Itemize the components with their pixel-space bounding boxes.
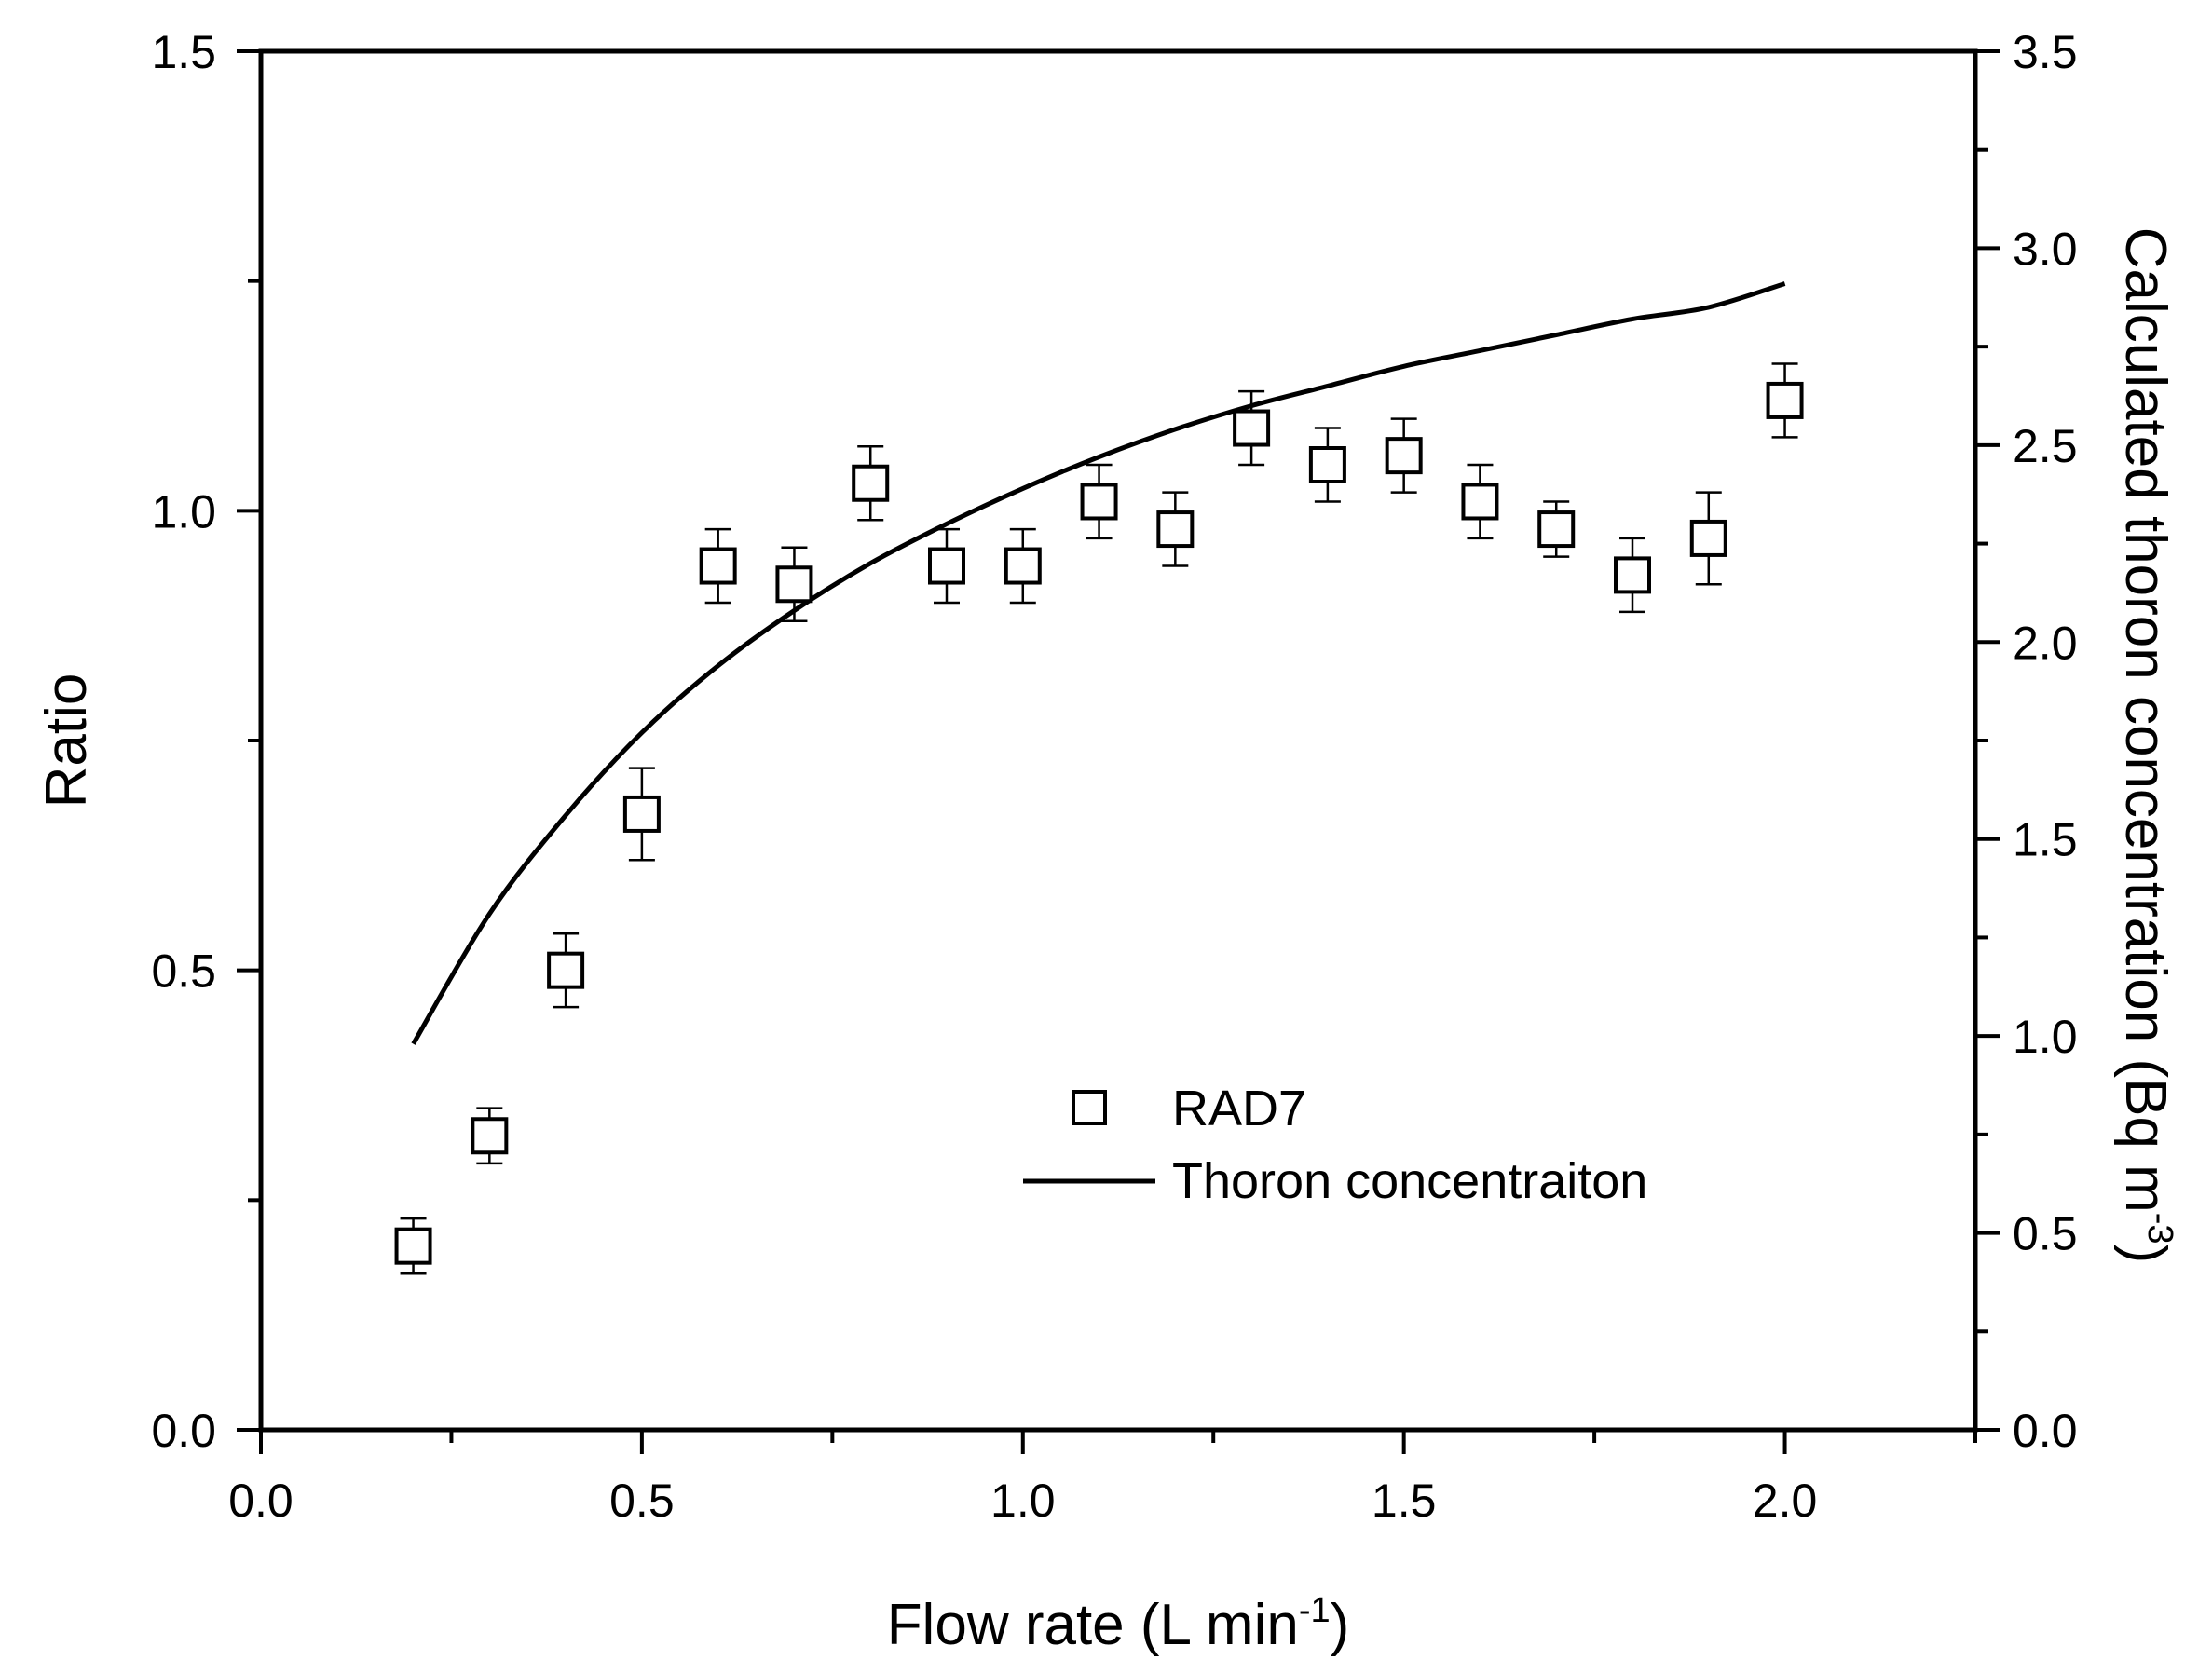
- rad7-point: [547, 932, 585, 1009]
- rad7-point: [1233, 389, 1271, 467]
- rad7-marker: [1308, 446, 1346, 483]
- rad7-marker: [1614, 556, 1651, 594]
- legend: RAD7 Thoron concentraiton: [1023, 1081, 1647, 1209]
- x-axis-title: Flow rate (L min-1): [887, 1591, 1350, 1657]
- rad7-points-layer: [394, 362, 1804, 1275]
- y-right-tick-label: 1.5: [2013, 814, 2078, 866]
- y-left-tick-label: 0.0: [151, 1405, 216, 1457]
- rad7-point: [1689, 491, 1727, 586]
- thoron-concentration-line: [411, 281, 1786, 1045]
- x-tick-label: 0.0: [228, 1475, 294, 1527]
- rad7-point: [1461, 463, 1499, 540]
- rad7-marker: [1689, 519, 1727, 557]
- rad7-point: [471, 1107, 509, 1165]
- rad7-marker: [1461, 483, 1499, 521]
- rad7-point: [775, 546, 813, 622]
- legend-label-thoron: Thoron concentraiton: [1172, 1153, 1647, 1209]
- x-tick-label: 1.5: [1372, 1475, 1437, 1527]
- x-tick-label: 1.0: [990, 1475, 1056, 1527]
- rad7-point: [1766, 362, 1804, 439]
- rad7-marker: [471, 1117, 509, 1155]
- rad7-marker: [1233, 409, 1271, 447]
- rad7-point: [1385, 417, 1423, 494]
- rad7-point: [928, 527, 965, 605]
- rad7-marker: [1004, 547, 1042, 585]
- rad7-point: [394, 1217, 432, 1275]
- rad7-marker: [928, 547, 965, 585]
- y-left-axis-title: Ratio: [34, 673, 99, 809]
- y-right-tick-label: 1.0: [2013, 1011, 2078, 1063]
- rad7-point: [1156, 491, 1195, 567]
- rad7-marker: [394, 1227, 432, 1265]
- rad7-point: [699, 527, 737, 605]
- tick-labels: 0.0 0.5 1.0 1.5 2.0 0.0 0.5 1.0 1.5 0.0 0.5 1.0 1.5 2…: [151, 26, 2077, 1527]
- thoron-curve-layer: [411, 281, 1786, 1045]
- rad7-point: [1004, 527, 1042, 605]
- rad7-marker: [1385, 437, 1423, 475]
- rad7-marker: [1537, 510, 1576, 549]
- rad7-marker: [622, 795, 661, 833]
- y-right-axis-title: Calculated thoron concentration (Bq m-3): [2113, 227, 2179, 1263]
- rad7-point: [1614, 537, 1651, 614]
- rad7-marker: [547, 951, 585, 989]
- plot-frame: [258, 48, 1978, 1433]
- y-left-tick-label: 0.5: [151, 945, 216, 998]
- y-right-tick-label: 0.5: [2013, 1208, 2078, 1260]
- y-left-tick-label: 1.0: [151, 485, 216, 537]
- y-right-tick-label: 0.0: [2013, 1405, 2078, 1457]
- x-tick-label: 2.0: [1753, 1475, 1818, 1527]
- legend-label-rad7: RAD7: [1172, 1081, 1306, 1136]
- ticks: [237, 49, 2000, 1454]
- rad7-marker: [775, 565, 813, 604]
- y-right-tick-label: 3.5: [2013, 26, 2078, 78]
- y-right-tick-label: 2.5: [2013, 420, 2078, 472]
- rad7-marker: [1156, 510, 1195, 549]
- rad7-marker: [1766, 381, 1804, 419]
- rad7-point: [622, 767, 661, 862]
- rad7-point: [852, 445, 890, 522]
- rad7-marker: [1080, 483, 1118, 521]
- rad7-point: [1308, 427, 1346, 503]
- rad7-point: [1537, 500, 1576, 558]
- y-left-tick-label: 1.5: [151, 26, 216, 78]
- y-right-tick-label: 3.0: [2013, 223, 2078, 275]
- rad7-marker: [699, 547, 737, 585]
- rad7-marker: [852, 464, 890, 502]
- y-right-tick-label: 2.0: [2013, 617, 2078, 669]
- x-tick-label: 0.5: [609, 1475, 675, 1527]
- rad7-point: [1080, 463, 1118, 540]
- legend-marker-rad7: [1072, 1090, 1107, 1125]
